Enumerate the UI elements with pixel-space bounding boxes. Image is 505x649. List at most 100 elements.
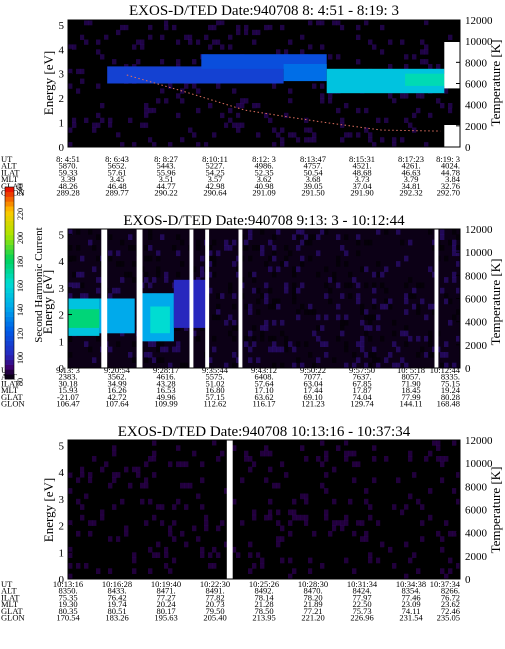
noise-cell bbox=[336, 234, 341, 240]
noise-cell bbox=[300, 229, 305, 235]
noise-cell bbox=[184, 83, 189, 89]
noise-cell bbox=[308, 352, 313, 358]
noise-cell bbox=[372, 142, 377, 147]
colorbar-cell bbox=[5, 292, 14, 298]
table-cell: 292.70 bbox=[437, 188, 460, 198]
table-cell: 22.50 bbox=[352, 599, 371, 609]
noise-cell bbox=[196, 335, 201, 342]
noise-cell bbox=[224, 488, 229, 494]
noise-cell bbox=[404, 504, 409, 510]
noise-cell bbox=[200, 325, 205, 331]
noise-cell bbox=[456, 287, 460, 294]
noise-cell bbox=[424, 127, 429, 133]
noise-cell bbox=[156, 341, 161, 347]
noise-cell bbox=[364, 309, 369, 315]
noise-cell bbox=[412, 54, 417, 60]
noise-cell bbox=[288, 88, 293, 94]
table-cell: 8:19: 3 bbox=[436, 154, 460, 164]
noise-cell bbox=[312, 309, 317, 315]
noise-cell bbox=[288, 341, 293, 347]
noise-cell bbox=[268, 335, 273, 342]
colorbar-cell bbox=[5, 187, 14, 193]
noise-cell bbox=[232, 303, 237, 310]
y-tick-label: 3 bbox=[59, 283, 65, 295]
noise-cell bbox=[304, 239, 309, 246]
y-right-tick-label: 10000 bbox=[465, 247, 493, 259]
noise-cell bbox=[192, 525, 197, 532]
noise-cell bbox=[232, 335, 237, 342]
noise-cell bbox=[84, 39, 89, 45]
noise-cell bbox=[220, 520, 225, 526]
noise-cell bbox=[160, 530, 165, 537]
noise-cell bbox=[376, 271, 381, 278]
noise-cell bbox=[428, 525, 433, 532]
noise-cell bbox=[368, 314, 373, 321]
noise-cell bbox=[120, 536, 125, 542]
noise-cell bbox=[456, 445, 460, 451]
noise-cell bbox=[376, 314, 381, 321]
table-cell: 9:35:44 bbox=[202, 365, 229, 375]
noise-cell bbox=[440, 287, 445, 294]
noise-cell bbox=[444, 255, 449, 262]
noise-cell bbox=[220, 44, 225, 50]
noise-cell bbox=[256, 552, 261, 558]
noise-cell bbox=[168, 107, 173, 114]
noise-cell bbox=[276, 520, 281, 526]
noise-cell bbox=[100, 103, 105, 109]
temperature-curve bbox=[126, 74, 441, 132]
table-cell: 106.47 bbox=[56, 399, 79, 409]
table-cell: 8:10:11 bbox=[202, 154, 228, 164]
noise-cell bbox=[436, 98, 441, 104]
noise-cell bbox=[112, 477, 117, 484]
table-cell: 2383. bbox=[58, 372, 77, 382]
table-cell: 9:43:12 bbox=[251, 365, 277, 375]
noise-cell bbox=[160, 346, 165, 353]
table-cell: 291.09 bbox=[252, 188, 275, 198]
noise-cell bbox=[372, 352, 377, 358]
noise-cell bbox=[68, 293, 73, 299]
noise-cell bbox=[340, 24, 345, 31]
noise-cell bbox=[264, 477, 269, 484]
noise-cell bbox=[452, 245, 457, 251]
noise-cell bbox=[444, 24, 449, 31]
noise-cell bbox=[280, 536, 285, 542]
noise-cell bbox=[196, 482, 201, 489]
noise-cell bbox=[268, 514, 273, 521]
noise-cell bbox=[236, 93, 241, 99]
noise-cell bbox=[320, 127, 325, 133]
noise-cell bbox=[204, 34, 209, 40]
table-cell: 205.40 bbox=[203, 613, 226, 623]
table-cell: 8:12: 3 bbox=[252, 154, 276, 164]
noise-cell bbox=[408, 277, 413, 283]
table-cell: 4986. bbox=[254, 161, 273, 171]
noise-cell bbox=[92, 520, 97, 526]
noise-cell bbox=[272, 245, 277, 251]
noise-cell bbox=[120, 142, 125, 147]
noise-cell bbox=[192, 330, 197, 337]
noise-cell bbox=[388, 39, 393, 45]
noise-cell bbox=[368, 132, 373, 138]
table-cell: 16.26 bbox=[107, 385, 126, 395]
intensity-band bbox=[68, 309, 100, 328]
y-right-tick-label: 6000 bbox=[465, 505, 488, 517]
noise-cell bbox=[120, 330, 125, 337]
noise-cell bbox=[204, 525, 209, 532]
noise-cell bbox=[248, 568, 253, 574]
noise-cell bbox=[96, 568, 101, 574]
table-cell: 10:28:30 bbox=[298, 579, 328, 589]
noise-cell bbox=[364, 282, 369, 289]
noise-cell bbox=[324, 352, 329, 358]
y-right-tick-label: 8000 bbox=[465, 270, 488, 282]
noise-cell bbox=[136, 127, 141, 133]
table-cell: 23.09 bbox=[401, 599, 420, 609]
noise-cell bbox=[160, 122, 165, 128]
noise-cell bbox=[164, 563, 169, 569]
noise-cell bbox=[276, 83, 281, 89]
table-cell: 289.28 bbox=[56, 188, 79, 198]
noise-cell bbox=[456, 103, 460, 109]
noise-cell bbox=[388, 450, 393, 457]
noise-cell bbox=[148, 352, 153, 358]
table-cell: 80.17 bbox=[156, 606, 175, 616]
